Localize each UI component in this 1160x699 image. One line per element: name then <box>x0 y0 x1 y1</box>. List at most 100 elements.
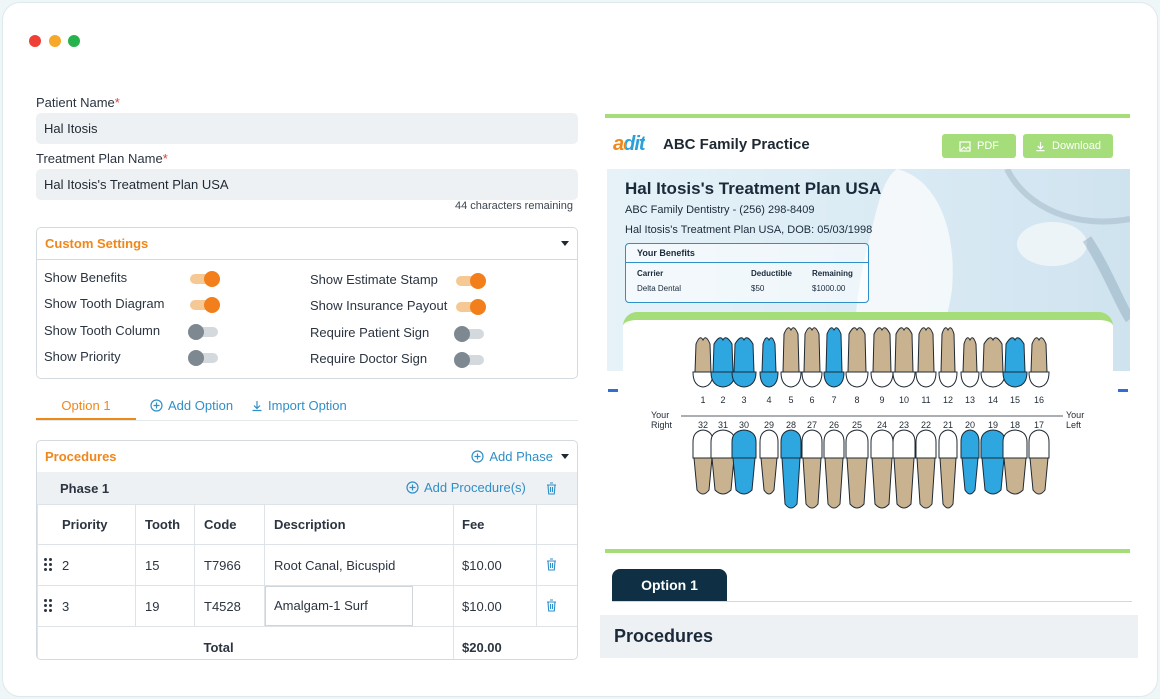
lower-tooth-29[interactable] <box>759 429 779 495</box>
setting-toggle-show-benefits[interactable] <box>190 271 220 287</box>
upper-tooth-7[interactable] <box>823 327 845 388</box>
col-priority: Priority <box>37 504 136 545</box>
upper-tooth-10[interactable] <box>892 327 916 388</box>
upper-tooth-8[interactable] <box>845 327 869 388</box>
table-row[interactable]: 2 15 T7966 Root Canal, Bicuspid $10.00 <box>37 544 577 586</box>
upper-tooth-3[interactable] <box>731 337 757 388</box>
upper-tooth-15[interactable] <box>1002 337 1028 388</box>
custom-settings-panel: Custom Settings Show Benefits Show Tooth … <box>36 227 578 379</box>
toggle-knob <box>454 326 470 342</box>
custom-settings-header[interactable]: Custom Settings <box>37 228 577 260</box>
lower-tooth-26[interactable] <box>823 429 845 509</box>
upper-tooth-16[interactable] <box>1028 337 1050 388</box>
row-priority: 2 <box>62 557 70 573</box>
maximize-window-icon[interactable] <box>68 35 80 47</box>
preview-option-tab[interactable]: Option 1 <box>612 569 727 602</box>
lower-tooth-19[interactable] <box>980 429 1006 495</box>
drag-handle-icon[interactable] <box>44 558 54 572</box>
lower-tooth-number: 29 <box>764 420 774 430</box>
col-actions <box>536 504 577 545</box>
upper-tooth-4[interactable] <box>759 337 779 388</box>
adit-logo: adit <box>613 133 646 155</box>
preview-top-bar <box>605 114 1130 118</box>
lower-tooth-30[interactable] <box>731 429 757 495</box>
minimize-window-icon[interactable] <box>49 35 61 47</box>
lower-tooth-31[interactable] <box>710 429 736 495</box>
drag-handle-icon[interactable] <box>44 599 54 613</box>
trash-icon[interactable] <box>546 482 557 495</box>
lower-tooth-number: 24 <box>877 420 887 430</box>
tooth-chart: 1 2 3 4 5 6 7 8 9 10 11 12 13 14 15 16 32 31 30 29 28 27 26 25 2… <box>623 312 1113 548</box>
plan-name-field[interactable]: Hal Itosis's Treatment Plan USA <box>36 169 578 200</box>
lower-tooth-27[interactable] <box>801 429 823 509</box>
chevron-down-icon[interactable] <box>561 241 569 246</box>
trash-icon[interactable] <box>546 558 557 571</box>
pdf-button[interactable]: PDF <box>942 134 1016 158</box>
col-fee: Fee <box>453 504 537 545</box>
lower-tooth-28[interactable] <box>780 429 802 509</box>
download-icon <box>1036 141 1045 151</box>
upper-tooth-number: 12 <box>943 395 953 405</box>
lower-tooth-number: 28 <box>786 420 796 430</box>
setting-toggle-show-estimate-stamp[interactable] <box>456 273 486 289</box>
upper-tooth-number: 13 <box>965 395 975 405</box>
download-label: Download <box>1052 140 1101 152</box>
preview-bottom-bar <box>605 549 1130 553</box>
procedures-header: Procedures Add Phase <box>37 441 577 472</box>
upper-tooth-number: 5 <box>788 395 793 405</box>
row-description[interactable]: Root Canal, Bicuspid <box>264 544 454 586</box>
preview-tab-line <box>612 601 1132 602</box>
lower-tooth-number: 31 <box>718 420 728 430</box>
upper-tooth-6[interactable] <box>801 327 823 388</box>
setting-toggle-show-tooth-column[interactable] <box>188 324 218 340</box>
upper-tooth-9[interactable] <box>870 327 894 388</box>
procedures-title: Procedures <box>45 449 117 464</box>
lower-tooth-25[interactable] <box>845 429 869 509</box>
lower-tooth-18[interactable] <box>1002 429 1028 495</box>
trash-icon[interactable] <box>546 599 557 612</box>
upper-tooth-11[interactable] <box>915 327 937 388</box>
upper-tooth-number: 7 <box>831 395 836 405</box>
patient-name-field[interactable]: Hal Itosis <box>36 113 578 144</box>
toggle-knob <box>470 299 486 315</box>
lower-tooth-21[interactable] <box>938 429 958 509</box>
upper-tooth-12[interactable] <box>938 327 958 388</box>
chart-marker-right <box>1118 389 1128 392</box>
lower-tooth-17[interactable] <box>1028 429 1050 495</box>
tab-option-1[interactable]: Option 1 <box>36 393 136 420</box>
table-row[interactable]: 3 19 T4528 Amalgam-1 Surf $10.00 <box>37 585 577 627</box>
import-option-button[interactable]: Import Option <box>251 398 347 413</box>
add-procedures-button[interactable]: Add Procedure(s) <box>406 480 526 495</box>
plan-preview: adit ABC Family Practice PDF Download Ha… <box>600 114 1138 662</box>
upper-tooth-14[interactable] <box>980 337 1006 388</box>
lower-tooth-23[interactable] <box>892 429 916 509</box>
add-phase-button[interactable]: Add Phase <box>471 449 553 464</box>
lower-tooth-number: 30 <box>739 420 749 430</box>
lower-tooth-24[interactable] <box>870 429 894 509</box>
setting-toggle-show-priority[interactable] <box>188 350 218 366</box>
setting-label-require-patient-sign: Require Patient Sign <box>310 325 430 340</box>
lower-tooth-number: 27 <box>807 420 817 430</box>
lower-tooth-22[interactable] <box>915 429 937 509</box>
setting-toggle-require-patient-sign[interactable] <box>454 326 484 342</box>
chevron-down-icon[interactable] <box>561 454 569 459</box>
setting-toggle-show-insurance-payout[interactable] <box>456 299 486 315</box>
row-code: T4528 <box>194 585 265 627</box>
setting-label-show-tooth-column: Show Tooth Column <box>44 323 161 338</box>
lower-tooth-32[interactable] <box>692 429 714 495</box>
download-button[interactable]: Download <box>1023 134 1113 158</box>
upper-tooth-5[interactable] <box>780 327 802 388</box>
upper-tooth-13[interactable] <box>960 337 980 388</box>
chart-marker-left <box>608 389 618 392</box>
lower-tooth-20[interactable] <box>960 429 980 495</box>
upper-tooth-2[interactable] <box>710 337 736 388</box>
add-option-button[interactable]: Add Option <box>150 398 233 413</box>
setting-toggle-show-tooth-diagram[interactable] <box>190 297 220 313</box>
close-window-icon[interactable] <box>29 35 41 47</box>
add-phase-label: Add Phase <box>489 449 553 464</box>
upper-tooth-1[interactable] <box>692 337 714 388</box>
toggle-knob <box>188 350 204 366</box>
setting-toggle-require-doctor-sign[interactable] <box>454 352 484 368</box>
description-input[interactable]: Amalgam-1 Surf <box>265 586 413 626</box>
